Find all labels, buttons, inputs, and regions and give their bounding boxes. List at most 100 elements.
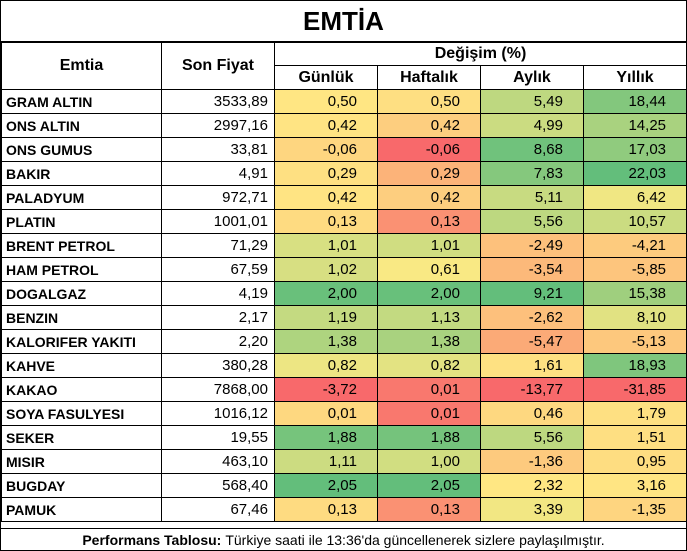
last-price: 71,29 xyxy=(161,233,275,258)
change-daily: 1,01 xyxy=(274,233,378,258)
last-price: 4,19 xyxy=(161,281,275,306)
change-weekly: 0,61 xyxy=(377,257,481,282)
change-weekly: 0,01 xyxy=(377,377,481,402)
table-row: KALORIFER YAKITI 2,20 1,38 1,38 -5,47 -5,13 xyxy=(1,329,687,354)
last-price: 4,91 xyxy=(161,161,275,186)
change-monthly: 9,21 xyxy=(480,281,584,306)
change-daily: 0,29 xyxy=(274,161,378,186)
change-yearly: 0,95 xyxy=(582,449,687,474)
footer-label: Performans Tablosu: xyxy=(82,532,222,548)
change-yearly: 1,51 xyxy=(582,425,687,450)
change-daily: -3,72 xyxy=(274,377,378,402)
commodity-name: DOGALGAZ xyxy=(1,281,162,306)
last-price: 1001,01 xyxy=(161,209,275,234)
change-weekly: 1,00 xyxy=(377,449,481,474)
change-monthly: 5,56 xyxy=(480,209,584,234)
change-weekly: 2,00 xyxy=(377,281,481,306)
table-row: BENZIN 2,17 1,19 1,13 -2,62 8,10 xyxy=(1,305,687,330)
change-monthly: 5,56 xyxy=(480,425,584,450)
change-yearly: 17,03 xyxy=(582,137,687,162)
change-yearly: -5,85 xyxy=(582,257,687,282)
change-weekly: 0,42 xyxy=(377,185,481,210)
change-yearly: 1,79 xyxy=(582,401,687,426)
last-price: 67,59 xyxy=(161,257,275,282)
last-price: 463,10 xyxy=(161,449,275,474)
commodity-table: Emtia Son Fiyat Değişim (%) Günlük Hafta… xyxy=(1,42,687,522)
change-weekly: 0,29 xyxy=(377,161,481,186)
change-weekly: 0,13 xyxy=(377,497,481,522)
change-yearly: 15,38 xyxy=(582,281,687,306)
commodity-name: ONS ALTIN xyxy=(1,113,162,138)
last-price: 19,55 xyxy=(161,425,275,450)
table-row: BAKIR 4,91 0,29 0,29 7,83 22,03 xyxy=(1,161,687,186)
commodity-name: SOYA FASULYESI xyxy=(1,401,162,426)
change-monthly: 0,46 xyxy=(480,401,584,426)
change-weekly: -0,06 xyxy=(377,137,481,162)
change-weekly: 2,05 xyxy=(377,473,481,498)
change-daily: 0,50 xyxy=(274,89,378,114)
change-weekly: 1,01 xyxy=(377,233,481,258)
change-monthly: -13,77 xyxy=(480,377,584,402)
change-weekly: 0,82 xyxy=(377,353,481,378)
table-row: KAHVE 380,28 0,82 0,82 1,61 18,93 xyxy=(1,353,687,378)
change-daily: 1,88 xyxy=(274,425,378,450)
change-yearly: 14,25 xyxy=(582,113,687,138)
change-daily: 0,82 xyxy=(274,353,378,378)
table-row: BUGDAY 568,40 2,05 2,05 2,32 3,16 xyxy=(1,473,687,498)
change-yearly: -4,21 xyxy=(582,233,687,258)
table-row: GRAM ALTIN 3533,89 0,50 0,50 5,49 18,44 xyxy=(1,89,687,114)
last-price: 7868,00 xyxy=(161,377,275,402)
table-row: KAKAO 7868,00 -3,72 0,01 -13,77 -31,85 xyxy=(1,377,687,402)
change-daily: 1,11 xyxy=(274,449,378,474)
commodity-name: BENZIN xyxy=(1,305,162,330)
table-body: GRAM ALTIN 3533,89 0,50 0,50 5,49 18,44 ONS AL… xyxy=(1,89,687,522)
change-daily: 1,02 xyxy=(274,257,378,282)
change-daily: 2,05 xyxy=(274,473,378,498)
change-weekly: 0,13 xyxy=(377,209,481,234)
change-monthly: 3,39 xyxy=(480,497,584,522)
change-yearly: -31,85 xyxy=(582,377,687,402)
change-yearly: 6,42 xyxy=(582,185,687,210)
change-weekly: 1,38 xyxy=(377,329,481,354)
change-weekly: 0,01 xyxy=(377,401,481,426)
commodity-name: BRENT PETROL xyxy=(1,233,162,258)
change-monthly: 4,99 xyxy=(480,113,584,138)
commodity-name: GRAM ALTIN xyxy=(1,89,162,114)
header-monthly: Aylık xyxy=(480,65,584,90)
table-title: EMTİA xyxy=(1,1,686,42)
last-price: 568,40 xyxy=(161,473,275,498)
table-row: DOGALGAZ 4,19 2,00 2,00 9,21 15,38 xyxy=(1,281,687,306)
commodity-name: BUGDAY xyxy=(1,473,162,498)
last-price: 380,28 xyxy=(161,353,275,378)
footer-note: Performans Tablosu: Türkiye saati ile 13… xyxy=(1,528,686,551)
change-weekly: 0,50 xyxy=(377,89,481,114)
change-daily: 1,19 xyxy=(274,305,378,330)
change-yearly: 22,03 xyxy=(582,161,687,186)
header-weekly: Haftalık xyxy=(377,65,481,90)
last-price: 33,81 xyxy=(161,137,275,162)
table-row: PAMUK 67,46 0,13 0,13 3,39 -1,35 xyxy=(1,497,687,522)
header-yearly: Yıllık xyxy=(582,65,687,90)
header-last-price: Son Fiyat xyxy=(161,42,275,90)
change-monthly: -5,47 xyxy=(480,329,584,354)
change-daily: 2,00 xyxy=(274,281,378,306)
commodity-name: KAKAO xyxy=(1,377,162,402)
last-price: 2997,16 xyxy=(161,113,275,138)
change-monthly: -3,54 xyxy=(480,257,584,282)
change-weekly: 1,88 xyxy=(377,425,481,450)
table-row: HAM PETROL 67,59 1,02 0,61 -3,54 -5,85 xyxy=(1,257,687,282)
table-row: PALADYUM 972,71 0,42 0,42 5,11 6,42 xyxy=(1,185,687,210)
table-row: ONS ALTIN 2997,16 0,42 0,42 4,99 14,25 xyxy=(1,113,687,138)
change-monthly: 1,61 xyxy=(480,353,584,378)
table-row: SOYA FASULYESI 1016,12 0,01 0,01 0,46 1,79 xyxy=(1,401,687,426)
change-yearly: -5,13 xyxy=(582,329,687,354)
change-monthly: 5,11 xyxy=(480,185,584,210)
table-row: MISIR 463,10 1,11 1,00 -1,36 0,95 xyxy=(1,449,687,474)
change-monthly: 5,49 xyxy=(480,89,584,114)
last-price: 2,17 xyxy=(161,305,275,330)
change-monthly: 7,83 xyxy=(480,161,584,186)
change-daily: 0,42 xyxy=(274,113,378,138)
last-price: 1016,12 xyxy=(161,401,275,426)
last-price: 67,46 xyxy=(161,497,275,522)
change-yearly: 8,10 xyxy=(582,305,687,330)
